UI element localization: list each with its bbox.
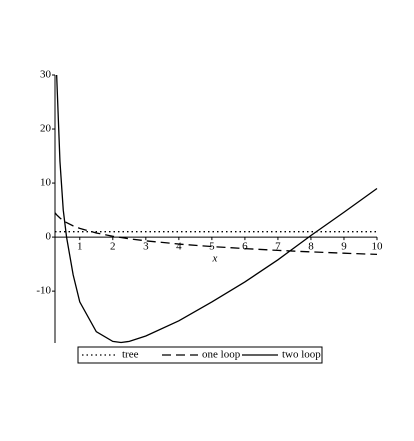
y-tick-label: 20 — [40, 123, 52, 135]
series-line — [56, 74, 378, 344]
x-tick-label: 10 — [372, 241, 384, 253]
x-tick-label: 7 — [275, 241, 281, 253]
y-tick-label: 30 — [40, 69, 52, 81]
series-line — [55, 212, 378, 256]
x-tick-label: 9 — [341, 241, 347, 253]
legend-label: tree — [122, 349, 139, 361]
x-tick-label: 8 — [308, 241, 314, 253]
x-tick-label: 3 — [143, 241, 149, 253]
x-tick-label: 5 — [209, 241, 215, 253]
y-tick-label: -10 — [36, 285, 51, 297]
y-tick-label: 0 — [46, 231, 52, 243]
legend-box — [77, 346, 323, 364]
x-tick-label: 6 — [242, 241, 248, 253]
x-tick-label: 4 — [176, 241, 182, 253]
x-tick-label: 1 — [77, 241, 83, 253]
x-tick-label: 2 — [110, 241, 116, 253]
legend-label: one loop — [202, 349, 241, 361]
x-axis-label: x — [212, 253, 218, 265]
legend-label: two loop — [282, 349, 321, 361]
y-tick-label: 10 — [40, 177, 52, 189]
